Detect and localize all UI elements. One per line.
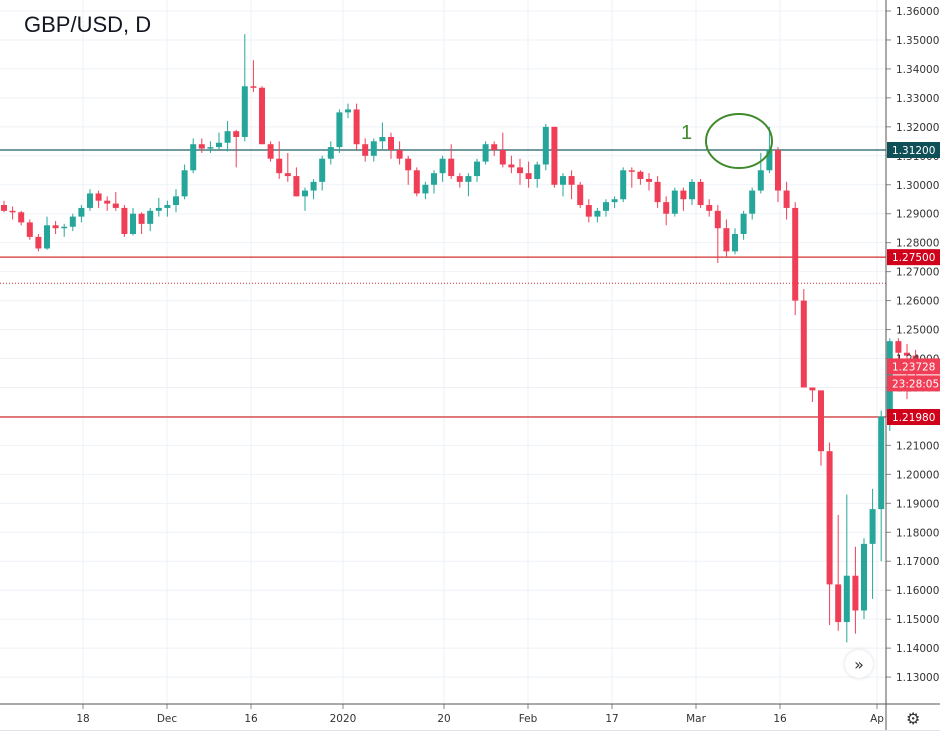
time-axis[interactable]: 18 Dec 16 2020 20 Feb 17 Mar 16 Ap	[0, 703, 940, 731]
time-tick-label: Feb	[519, 713, 538, 725]
price-tick-label: 1.19000	[896, 498, 939, 510]
time-tick-label: 2020	[330, 713, 357, 725]
price-tick-label: 1.28000	[896, 238, 939, 250]
scroll-to-realtime-button[interactable]: »	[845, 650, 873, 678]
price-tick-label: 1.17000	[896, 556, 939, 568]
price-tick-label: 1.16000	[896, 585, 939, 597]
price-tick-label: 1.13000	[896, 672, 939, 684]
symbol-title: GBP/USD, D	[24, 12, 152, 37]
price-badge	[887, 409, 940, 426]
svg-text:1.21980: 1.21980	[892, 412, 935, 424]
price-tick-label: 1.36000	[896, 6, 939, 18]
price-badge	[887, 358, 940, 375]
price-tick-label: 1.32000	[896, 122, 939, 134]
time-tick-label: Dec	[157, 713, 178, 725]
price-tick-label: 1.21000	[896, 440, 939, 452]
price-tick-label: 1.33000	[896, 93, 939, 105]
time-tick-label: 20	[437, 713, 450, 725]
price-tick-label: 1.29000	[896, 209, 939, 221]
svg-text:1.31200: 1.31200	[892, 145, 935, 157]
price-tick-label: 1.35000	[896, 35, 939, 47]
time-tick-label: 17	[605, 713, 618, 725]
svg-text:1.23728: 1.23728	[892, 361, 935, 373]
double-chevron-right-icon: »	[854, 654, 864, 674]
time-tick-label: Mar	[686, 713, 706, 725]
price-badge	[887, 142, 940, 159]
annotation-label: 1	[681, 122, 692, 144]
horizontal-lines[interactable]	[0, 149, 886, 418]
annotation-ellipse[interactable]: 1	[681, 113, 773, 169]
time-tick-label: 16	[773, 713, 787, 725]
price-tick-label: 1.25000	[896, 325, 939, 337]
price-axis[interactable]: 1.360001.350001.340001.330001.320001.310…	[885, 0, 940, 731]
price-tick-label: 1.18000	[896, 527, 939, 539]
chart-grid	[0, 0, 886, 704]
price-badge	[887, 249, 940, 266]
price-tick-label: 1.34000	[896, 64, 939, 76]
price-tick-label: 1.15000	[896, 614, 939, 626]
candles	[1, 34, 919, 643]
price-tick-label: 1.30000	[896, 180, 939, 192]
svg-text:1.27500: 1.27500	[892, 252, 935, 264]
price-tick-label: 1.26000	[896, 296, 939, 308]
price-tick-label: 1.27000	[896, 267, 939, 279]
price-tick-label: 1.14000	[896, 643, 939, 655]
svg-text:23:28:05: 23:28:05	[892, 378, 939, 390]
settings-icon[interactable]: ⚙	[906, 709, 921, 728]
price-badge	[887, 375, 940, 392]
time-tick-label: 16	[244, 713, 258, 725]
time-tick-label: 18	[76, 713, 89, 725]
time-tick-label: Ap	[870, 713, 884, 725]
price-tick-label: 1.20000	[896, 469, 939, 481]
